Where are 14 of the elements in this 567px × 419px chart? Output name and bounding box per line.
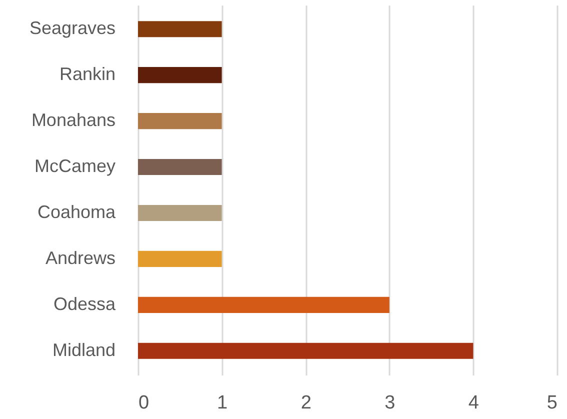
x-tick-label: 4 (468, 392, 480, 414)
y-tick-label: Rankin (59, 64, 116, 84)
y-tick-label: Seagraves (29, 18, 116, 38)
y-tick-label: Andrews (45, 248, 116, 268)
y-tick-label: Coahoma (37, 202, 116, 222)
x-tick-label: 2 (300, 392, 312, 414)
y-tick-label: Odessa (53, 294, 116, 314)
x-tick-label: 3 (384, 392, 396, 414)
y-tick-label: Midland (52, 340, 116, 360)
x-tick-label: 5 (546, 392, 558, 414)
y-tick-label: Monahans (31, 110, 116, 130)
y-tick-label: McCamey (34, 156, 116, 176)
x-tick-label: 1 (217, 392, 228, 414)
x-tick-label: 0 (138, 392, 150, 414)
